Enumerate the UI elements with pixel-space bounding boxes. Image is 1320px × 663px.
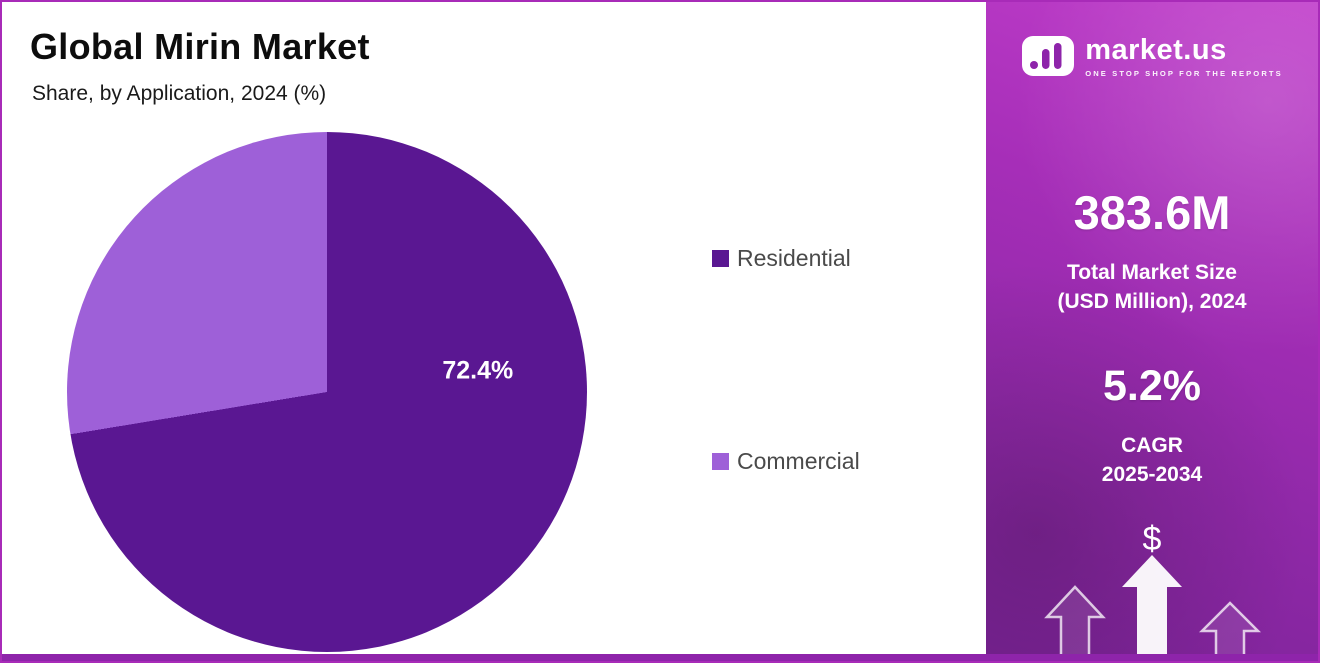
bottom-strip <box>2 654 1318 661</box>
sidebar: market.us ONE STOP SHOP FOR THE REPORTS … <box>986 2 1318 661</box>
legend: Residential Commercial <box>712 245 860 475</box>
chart-area: Global Mirin Market Share, by Applicatio… <box>2 2 990 657</box>
growth-arrows <box>986 553 1318 659</box>
legend-item-commercial: Commercial <box>712 448 860 475</box>
growth-arrows-icon <box>1044 555 1262 659</box>
chart-subtitle: Share, by Application, 2024 (%) <box>32 82 327 105</box>
cagr-value: 5.2% <box>1102 362 1201 410</box>
legend-swatch-residential <box>712 250 729 267</box>
cagr-label-line2: 2025-2034 <box>1101 462 1203 486</box>
logo-tagline: ONE STOP SHOP FOR THE REPORTS <box>1085 69 1283 78</box>
page-title: Global Mirin Market <box>30 26 370 67</box>
pie-value-label: 72.4% <box>442 356 514 385</box>
market-size-label: Total Market Size (USD Million), 2024 <box>986 259 1318 317</box>
dollar-icon: $ <box>1142 520 1162 558</box>
market-size-label-line1: Total Market Size <box>1067 261 1237 284</box>
marketus-logo: market.us ONE STOP SHOP FOR THE REPORTS <box>986 34 1318 78</box>
legend-item-residential: Residential <box>712 245 860 272</box>
market-size-value: 383.6M <box>1073 186 1231 239</box>
pie-chart: 72.4% <box>67 132 587 652</box>
legend-label-residential: Residential <box>737 245 851 271</box>
logo-text: market.us <box>1085 34 1227 66</box>
logo-text-block: market.us ONE STOP SHOP FOR THE REPORTS <box>1085 34 1283 78</box>
legend-swatch-commercial <box>712 453 729 470</box>
marketus-logo-icon <box>1022 36 1075 76</box>
legend-label-commercial: Commercial <box>737 448 860 474</box>
cagr-label-line1: CAGR <box>1121 434 1183 457</box>
cagr-label: CAGR 2025-2034 <box>986 432 1318 490</box>
market-size-label-line2: (USD Million), 2024 <box>1057 289 1247 313</box>
